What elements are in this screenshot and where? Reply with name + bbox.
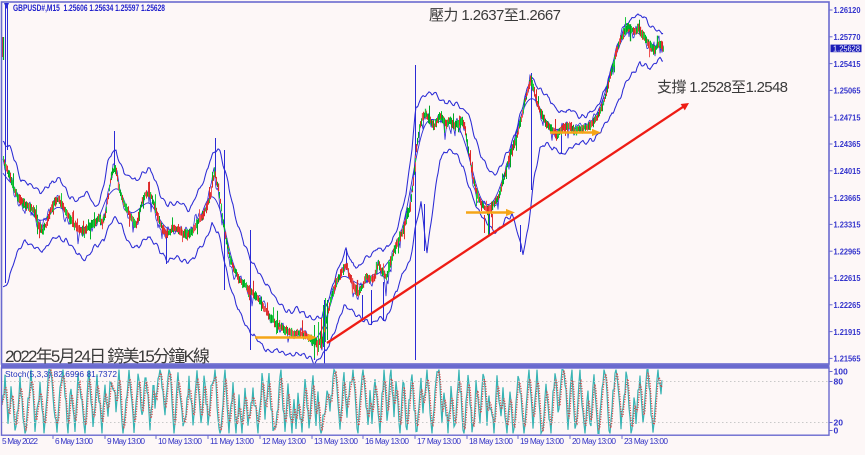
- svg-text:1.21565: 1.21565: [834, 354, 861, 364]
- svg-text:支撐 1.2528至1.2548: 支撐 1.2528至1.2548: [657, 79, 788, 96]
- svg-text:20: 20: [834, 418, 844, 428]
- svg-text:80: 80: [834, 377, 844, 387]
- svg-text:1.25415: 1.25415: [834, 59, 861, 69]
- svg-text:1.23665: 1.23665: [834, 193, 861, 203]
- svg-text:2022年5月24日 鎊美15分鐘K線: 2022年5月24日 鎊美15分鐘K線: [5, 347, 210, 366]
- svg-text:16 May 13:00: 16 May 13:00: [365, 436, 409, 446]
- svg-text:5 May 2022: 5 May 2022: [2, 436, 38, 446]
- svg-text:17 May 13:00: 17 May 13:00: [417, 436, 461, 446]
- svg-text:9 May 13:00: 9 May 13:00: [107, 436, 145, 446]
- svg-text:100: 100: [834, 367, 849, 377]
- svg-text:1.23315: 1.23315: [834, 220, 861, 230]
- svg-text:1.25628: 1.25628: [833, 43, 860, 53]
- svg-text:20 May 13:00: 20 May 13:00: [572, 436, 616, 446]
- svg-text:1.22265: 1.22265: [834, 300, 861, 310]
- svg-text:23 May 13:00: 23 May 13:00: [624, 436, 668, 446]
- svg-text:11 May 13:00: 11 May 13:00: [210, 436, 254, 446]
- svg-text:6 May 13:00: 6 May 13:00: [55, 436, 93, 446]
- svg-text:1.24015: 1.24015: [834, 166, 861, 176]
- svg-text:1.26120: 1.26120: [834, 5, 861, 15]
- svg-text:1.25770: 1.25770: [834, 32, 861, 42]
- svg-text:1.24365: 1.24365: [834, 139, 861, 149]
- svg-text:GBPUSD#,M15 1.25606 1.25634 1: GBPUSD#,M15 1.25606 1.25634 1.25597 1.25…: [13, 3, 165, 13]
- svg-text:1.24715: 1.24715: [834, 112, 861, 122]
- svg-text:0: 0: [834, 426, 839, 436]
- svg-text:1.21915: 1.21915: [834, 327, 861, 337]
- svg-text:1.22965: 1.22965: [834, 246, 861, 256]
- svg-text:1.22615: 1.22615: [834, 273, 861, 283]
- svg-text:18 May 13:00: 18 May 13:00: [469, 436, 513, 446]
- svg-text:10 May 13:00: 10 May 13:00: [158, 436, 202, 446]
- svg-text:13 May 13:00: 13 May 13:00: [314, 436, 358, 446]
- svg-text:Stoch(5,3,3) 82.6996 81.7372: Stoch(5,3,3) 82.6996 81.7372: [5, 369, 117, 379]
- svg-text:1.25065: 1.25065: [834, 86, 861, 96]
- svg-text:壓力 1.2637至1.2667: 壓力 1.2637至1.2667: [429, 7, 561, 24]
- svg-text:12 May 13:00: 12 May 13:00: [262, 436, 306, 446]
- svg-text:19 May 13:00: 19 May 13:00: [520, 436, 564, 446]
